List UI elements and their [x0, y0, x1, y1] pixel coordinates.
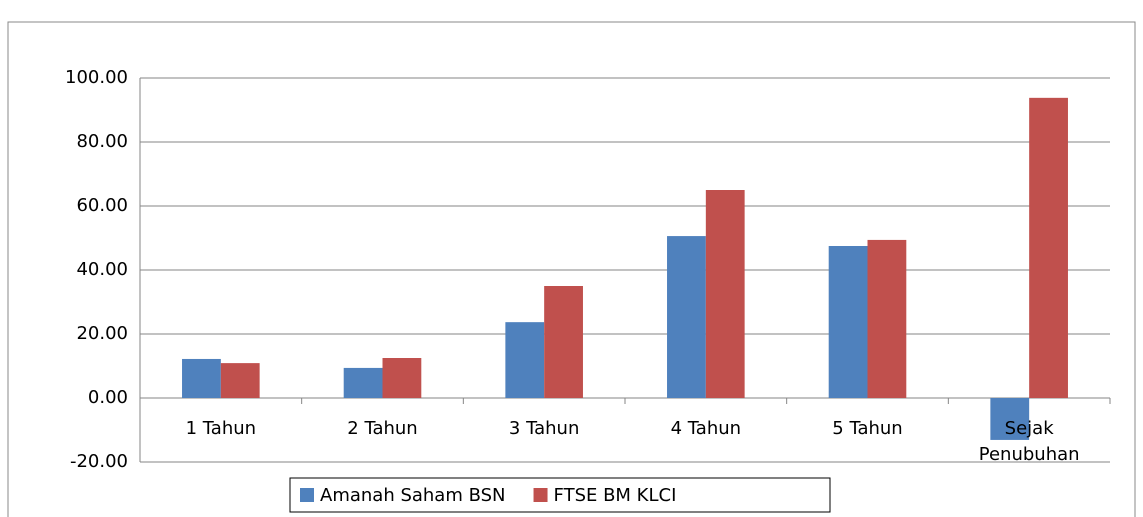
- bar: [990, 398, 1030, 440]
- bar: [343, 367, 383, 398]
- x-tick-label: 5 Tahun: [832, 418, 903, 439]
- x-tick-label: 4 Tahun: [670, 418, 742, 439]
- bar: [544, 286, 583, 398]
- y-tick-label: 20.00: [76, 323, 128, 344]
- y-tick-label: 40.00: [76, 259, 128, 280]
- legend-swatch: [533, 488, 548, 502]
- y-tick-label: 0.00: [88, 387, 128, 408]
- x-tick-label: Sejak Penubuhan: [978, 418, 1080, 465]
- bar: [220, 363, 260, 398]
- legend-label: FTSE BM KLCI: [554, 485, 677, 506]
- bar: [867, 239, 907, 398]
- x-tick-label: 1 Tahun: [185, 418, 257, 439]
- y-tick-label: 100.00: [65, 67, 128, 88]
- y-tick-label: 80.00: [76, 131, 128, 152]
- legend-label: Amanah Saham BSN: [320, 485, 506, 506]
- bar: [705, 190, 745, 398]
- x-tick-label: 3 Tahun: [508, 418, 580, 439]
- bar: [667, 236, 706, 398]
- legend-box: [289, 477, 831, 513]
- bar: [828, 246, 868, 398]
- chart-border: [7, 21, 1136, 517]
- y-tick-label: 60.00: [76, 195, 128, 216]
- x-tick-label: 2 Tahun: [347, 418, 418, 439]
- bar: [182, 358, 221, 398]
- y-tick-label: -20.00: [70, 451, 128, 472]
- legend-swatch: [300, 488, 314, 502]
- bar: [382, 358, 422, 398]
- bar: [1029, 97, 1068, 398]
- bar: [505, 322, 545, 398]
